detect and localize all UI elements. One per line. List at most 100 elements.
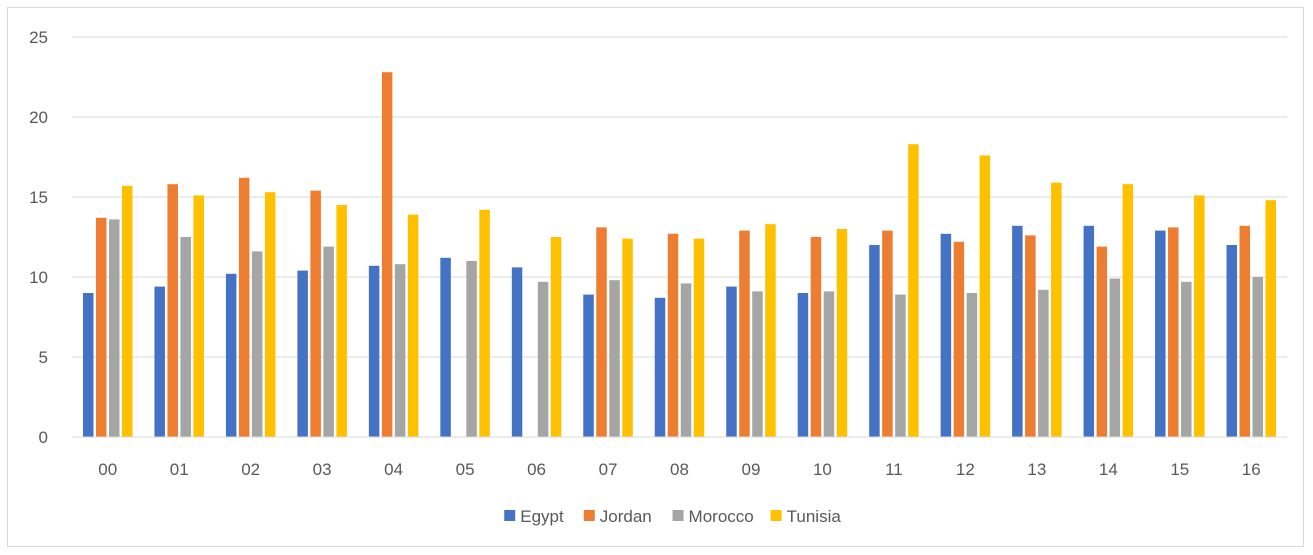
legend-label-egypt: Egypt bbox=[520, 507, 564, 526]
bar-tunisia-05 bbox=[479, 209, 490, 437]
bar-egypt-08 bbox=[654, 297, 666, 437]
bars bbox=[82, 72, 1277, 438]
x-tick-label: 10 bbox=[813, 460, 832, 479]
bar-morocco-15 bbox=[1181, 281, 1192, 437]
legend-swatch-egypt bbox=[504, 510, 516, 521]
x-tick-label: 12 bbox=[956, 460, 975, 479]
bar-egypt-00 bbox=[82, 293, 94, 437]
legend-label-morocco: Morocco bbox=[689, 507, 754, 526]
bar-morocco-04 bbox=[394, 264, 406, 437]
bar-jordan-14 bbox=[1096, 246, 1108, 437]
bar-jordan-03 bbox=[310, 190, 321, 437]
legend-swatch-morocco bbox=[672, 510, 684, 521]
bar-jordan-16 bbox=[1239, 225, 1251, 437]
bar-egypt-13 bbox=[1012, 225, 1023, 437]
bar-tunisia-09 bbox=[765, 224, 776, 437]
bar-egypt-02 bbox=[225, 273, 237, 437]
bar-jordan-02 bbox=[238, 177, 250, 438]
bar-tunisia-07 bbox=[622, 238, 633, 437]
bar-morocco-08 bbox=[680, 283, 692, 437]
bar-jordan-00 bbox=[95, 217, 107, 437]
bar-morocco-09 bbox=[752, 291, 763, 437]
bar-tunisia-12 bbox=[979, 155, 991, 437]
y-tick-label: 25 bbox=[29, 28, 48, 47]
x-tick-label: 05 bbox=[456, 460, 475, 479]
bar-egypt-16 bbox=[1226, 245, 1238, 437]
bar-tunisia-08 bbox=[693, 238, 705, 437]
bar-morocco-07 bbox=[609, 280, 620, 437]
legend-label-tunisia: Tunisia bbox=[787, 507, 842, 526]
bar-tunisia-14 bbox=[1122, 184, 1134, 437]
y-tick-label: 0 bbox=[39, 428, 48, 447]
bar-egypt-06 bbox=[511, 267, 523, 437]
x-tick-label: 14 bbox=[1099, 460, 1118, 479]
bar-egypt-05 bbox=[440, 257, 451, 437]
bar-tunisia-15 bbox=[1194, 195, 1205, 437]
legend: Egypt Jordan Morocco Tunisia bbox=[504, 507, 841, 526]
bar-morocco-16 bbox=[1252, 277, 1264, 437]
bar-jordan-10 bbox=[810, 237, 822, 437]
bar-jordan-12 bbox=[953, 241, 965, 437]
bar-egypt-14 bbox=[1083, 225, 1095, 437]
bar-morocco-03 bbox=[323, 246, 334, 437]
bar-egypt-10 bbox=[797, 293, 809, 437]
x-tick-label: 08 bbox=[670, 460, 689, 479]
bar-tunisia-03 bbox=[336, 205, 347, 437]
bar-morocco-05 bbox=[466, 261, 477, 437]
legend-swatch-tunisia bbox=[770, 510, 782, 521]
bar-tunisia-11 bbox=[908, 144, 919, 437]
bar-morocco-14 bbox=[1109, 278, 1121, 437]
bar-morocco-10 bbox=[823, 291, 835, 437]
y-axis-ticks: 0 5 10 15 20 25 bbox=[29, 28, 48, 447]
bar-egypt-07 bbox=[583, 294, 594, 437]
x-tick-label: 11 bbox=[885, 460, 903, 479]
bar-jordan-15 bbox=[1168, 227, 1179, 437]
legend-swatch-jordan bbox=[583, 510, 595, 521]
bar-egypt-11 bbox=[869, 245, 880, 437]
x-tick-label: 02 bbox=[241, 460, 260, 479]
bar-egypt-04 bbox=[368, 265, 380, 437]
x-tick-label: 04 bbox=[384, 460, 403, 479]
x-tick-label: 16 bbox=[1242, 460, 1261, 479]
bar-morocco-02 bbox=[251, 251, 263, 437]
bar-egypt-15 bbox=[1155, 230, 1166, 437]
bar-morocco-06 bbox=[537, 281, 549, 437]
bar-jordan-11 bbox=[882, 230, 893, 437]
x-tick-label: 07 bbox=[599, 460, 618, 479]
bar-jordan-01 bbox=[167, 184, 178, 437]
x-tick-label: 01 bbox=[170, 460, 189, 479]
bar-jordan-04 bbox=[381, 72, 393, 437]
y-tick-label: 20 bbox=[29, 108, 48, 127]
x-tick-label: 09 bbox=[742, 460, 761, 479]
bar-tunisia-04 bbox=[407, 214, 419, 437]
bar-egypt-09 bbox=[726, 286, 737, 437]
bar-tunisia-00 bbox=[121, 185, 133, 437]
bar-tunisia-01 bbox=[193, 195, 204, 437]
bar-jordan-13 bbox=[1025, 235, 1036, 437]
x-tick-label: 03 bbox=[313, 460, 332, 479]
x-tick-label: 13 bbox=[1027, 460, 1046, 479]
y-tick-label: 10 bbox=[29, 268, 48, 287]
bar-morocco-13 bbox=[1038, 289, 1049, 437]
bar-morocco-12 bbox=[966, 293, 978, 437]
x-tick-label: 00 bbox=[98, 460, 117, 479]
bar-egypt-01 bbox=[154, 286, 165, 437]
y-tick-label: 5 bbox=[39, 348, 48, 367]
bar-egypt-03 bbox=[297, 270, 308, 437]
bar-egypt-12 bbox=[940, 233, 952, 437]
legend-label-jordan: Jordan bbox=[600, 507, 652, 526]
bar-tunisia-10 bbox=[836, 229, 848, 437]
bar-tunisia-06 bbox=[550, 237, 562, 437]
bar-jordan-08 bbox=[667, 233, 679, 437]
bar-tunisia-02 bbox=[264, 192, 276, 437]
x-tick-label: 15 bbox=[1170, 460, 1189, 479]
bar-morocco-01 bbox=[180, 237, 191, 437]
bar-tunisia-16 bbox=[1265, 200, 1277, 437]
y-tick-label: 15 bbox=[29, 188, 48, 207]
bar-tunisia-13 bbox=[1051, 182, 1062, 437]
bar-morocco-11 bbox=[895, 294, 906, 437]
x-tick-label: 06 bbox=[527, 460, 546, 479]
bar-jordan-07 bbox=[596, 227, 607, 437]
bar-morocco-00 bbox=[108, 219, 120, 437]
